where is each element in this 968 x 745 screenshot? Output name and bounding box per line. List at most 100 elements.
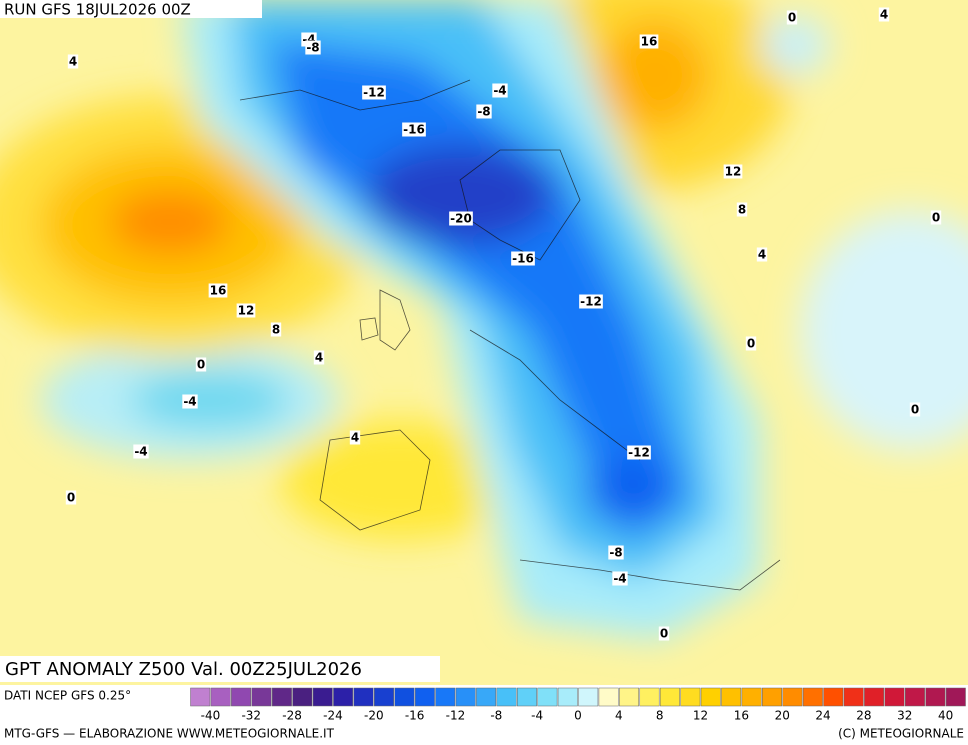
label-box bbox=[658, 626, 670, 641]
label-box bbox=[476, 104, 492, 119]
colorbar-swatch bbox=[476, 687, 497, 707]
source-label: DATI NCEP GFS 0.25° bbox=[4, 689, 131, 703]
label-box bbox=[362, 85, 386, 100]
colorbar-swatch bbox=[516, 687, 537, 707]
coastline bbox=[319, 429, 431, 531]
field-blob bbox=[760, 15, 830, 75]
colorbar-swatch bbox=[394, 687, 415, 707]
contour-label: 4 bbox=[758, 248, 766, 262]
coastline bbox=[519, 559, 781, 591]
colorbar-tick-label: 16 bbox=[734, 709, 749, 723]
contour-label: 12 bbox=[725, 165, 742, 179]
contour-label: -4 bbox=[134, 445, 147, 459]
colorbar-swatch bbox=[721, 687, 742, 707]
label-box bbox=[878, 7, 890, 22]
colorbar-swatch bbox=[537, 687, 558, 707]
contour-label: 0 bbox=[911, 403, 919, 417]
contour-label: -8 bbox=[609, 546, 622, 560]
label-box bbox=[67, 54, 79, 69]
contour-label: -4 bbox=[183, 395, 196, 409]
contour-label: -16 bbox=[403, 123, 425, 137]
label-box bbox=[909, 402, 921, 417]
coastlines bbox=[239, 79, 781, 591]
contour-label: -8 bbox=[477, 105, 490, 119]
contour-label: 12 bbox=[238, 304, 255, 318]
contour-label: 4 bbox=[351, 431, 359, 445]
colorbar-tick-label: -28 bbox=[282, 709, 302, 723]
label-box bbox=[208, 283, 228, 298]
colorbar-swatch bbox=[639, 687, 660, 707]
label-box bbox=[65, 490, 77, 505]
colorbar-swatch bbox=[374, 687, 394, 707]
label-box bbox=[579, 294, 603, 309]
colorbar-tick-label: 24 bbox=[815, 709, 830, 723]
contour-label: 0 bbox=[67, 491, 75, 505]
contour-label: -16 bbox=[512, 252, 534, 266]
colorbar-swatch bbox=[802, 687, 823, 707]
colorbar-tick-label: 8 bbox=[656, 709, 664, 723]
label-box bbox=[511, 251, 535, 266]
colorbar-swatch bbox=[231, 687, 252, 707]
colorbar-swatch bbox=[659, 687, 680, 707]
contour-label: 0 bbox=[932, 211, 940, 225]
colorbar-swatch bbox=[557, 687, 578, 707]
label-box bbox=[639, 34, 659, 49]
colorbar-tick-label: 12 bbox=[693, 709, 708, 723]
colorbar: -40 -32 -28 -24 -20 -16 -12 -8 -4 0 4 8 12 16 20 24 28 32… bbox=[190, 687, 966, 723]
contour-label: -12 bbox=[628, 446, 650, 460]
colorbar-swatch bbox=[945, 687, 966, 707]
colorbar-swatch bbox=[190, 687, 211, 707]
label-box bbox=[756, 247, 768, 262]
label-box bbox=[723, 164, 743, 179]
label-box bbox=[349, 430, 361, 445]
colorbar-tick-label: 4 bbox=[615, 709, 623, 723]
field-blob bbox=[130, 370, 290, 430]
colorbar-tick-label: -4 bbox=[531, 709, 543, 723]
label-box bbox=[270, 322, 282, 337]
contour-label: 4 bbox=[880, 8, 888, 22]
colorbar-swatch bbox=[578, 687, 599, 707]
run-box bbox=[0, 0, 262, 18]
label-box bbox=[930, 210, 942, 225]
label-box bbox=[608, 545, 624, 560]
colorbar-swatch bbox=[598, 687, 619, 707]
colorbar-tick-label: -20 bbox=[364, 709, 384, 723]
label-box bbox=[182, 394, 198, 409]
contour-label: 4 bbox=[69, 55, 77, 69]
contour-label: 0 bbox=[747, 337, 755, 351]
field-blob bbox=[280, 420, 520, 540]
colorbar-swatch bbox=[619, 687, 640, 707]
copyright: (C) METEOGIORNALE bbox=[838, 727, 964, 741]
colorbar-swatch bbox=[782, 687, 803, 707]
label-box bbox=[305, 40, 321, 55]
field-blob bbox=[585, 455, 675, 525]
colorbar-swatch bbox=[904, 687, 925, 707]
label-box bbox=[627, 445, 651, 460]
contour-label: -12 bbox=[580, 295, 602, 309]
contour-label: -20 bbox=[450, 212, 472, 226]
colorbar-swatch bbox=[762, 687, 782, 707]
credit: MTG-GFS — ELABORAZIONE WWW.METEOGIORNALE… bbox=[4, 727, 335, 741]
field-blob bbox=[365, 145, 555, 245]
coastline bbox=[359, 289, 411, 351]
contour-label: 0 bbox=[197, 358, 205, 372]
label-box bbox=[786, 10, 798, 25]
label-box bbox=[195, 357, 207, 372]
colorbar-swatch bbox=[741, 687, 762, 707]
colorbar-swatch bbox=[496, 687, 517, 707]
contour-label: 16 bbox=[641, 35, 658, 49]
colorbar-tick-label: 0 bbox=[574, 709, 582, 723]
anomaly-field bbox=[0, 0, 968, 685]
title-box bbox=[0, 656, 440, 682]
field-blob bbox=[270, 40, 690, 540]
label-box bbox=[612, 571, 628, 586]
label-box bbox=[133, 444, 149, 459]
contour-label: 16 bbox=[210, 284, 227, 298]
colorbar-swatch bbox=[680, 687, 701, 707]
coastline bbox=[459, 149, 581, 261]
colorbar-swatch bbox=[700, 687, 721, 707]
colorbar-tick-label: -32 bbox=[241, 709, 261, 723]
colorbar-tick-label: -8 bbox=[490, 709, 502, 723]
